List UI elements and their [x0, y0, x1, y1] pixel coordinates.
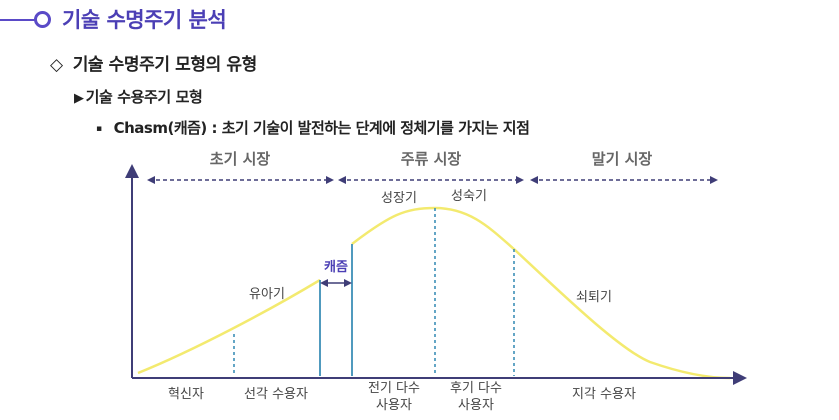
group-label-late-majority: 후기 다수: [450, 381, 502, 396]
stage-label-maturity: 성숙기: [451, 189, 487, 204]
segment-label-late: 말기 시장: [592, 150, 653, 168]
group-label-late-majority-line2: 사용자: [458, 398, 494, 413]
page-title: 기술 수명주기 분석: [62, 8, 227, 32]
stage-label-infancy: 유아기: [249, 287, 285, 302]
bullet-item: ▪ Chasm(캐즘) : 초기 기술이 발전하는 단계에 정체기를 가지는 지점: [96, 117, 530, 138]
group-label-innovators: 혁신자: [168, 387, 204, 402]
diamond-icon: ◇: [50, 55, 63, 75]
heading-circle-icon: [34, 11, 51, 28]
stage-label-chasm: 캐즘: [324, 260, 348, 275]
group-label-early-majority: 전기 다수: [368, 381, 420, 396]
section-heading-text: 기술 수명주기 모형의 유형: [72, 55, 258, 75]
segment-label-mainstream: 주류 시장: [401, 150, 462, 168]
group-label-early-adopters: 선각 수용자: [244, 387, 308, 402]
subsection-heading: ▶ 기술 수용주기 모형: [74, 86, 203, 107]
bullet-text: Chasm(캐즘) : 초기 기술이 발전하는 단계에 정체기를 가지는 지점: [113, 119, 530, 137]
segment-label-early: 초기 시장: [210, 150, 271, 168]
group-label-early-majority-line2: 사용자: [376, 398, 412, 413]
stage-label-growth: 성장기: [381, 191, 417, 206]
stage-label-decline: 쇠퇴기: [576, 290, 612, 305]
adoption-curve-right: [351, 206, 731, 380]
triangle-right-icon: ▶: [74, 91, 84, 106]
square-bullet-icon: ▪: [96, 124, 102, 134]
group-label-laggards: 지각 수용자: [572, 387, 636, 402]
section-heading: ◇ 기술 수명주기 모형의 유형: [50, 50, 257, 75]
subsection-heading-text: 기술 수용주기 모형: [85, 88, 203, 106]
adoption-curve-left: [137, 278, 321, 375]
heading-rule: [0, 19, 36, 21]
